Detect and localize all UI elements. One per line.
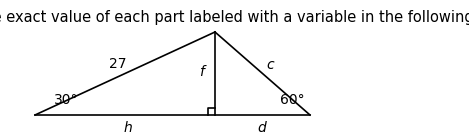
Text: h: h	[124, 121, 132, 135]
Text: Find the exact value of each part labeled with a variable in the following figur: Find the exact value of each part labele…	[0, 10, 469, 25]
Text: d: d	[257, 121, 266, 135]
Text: c: c	[266, 58, 274, 72]
Text: f: f	[200, 65, 204, 79]
Text: 60°: 60°	[280, 93, 304, 107]
Text: 27: 27	[109, 57, 127, 71]
Text: 30°: 30°	[54, 93, 78, 107]
